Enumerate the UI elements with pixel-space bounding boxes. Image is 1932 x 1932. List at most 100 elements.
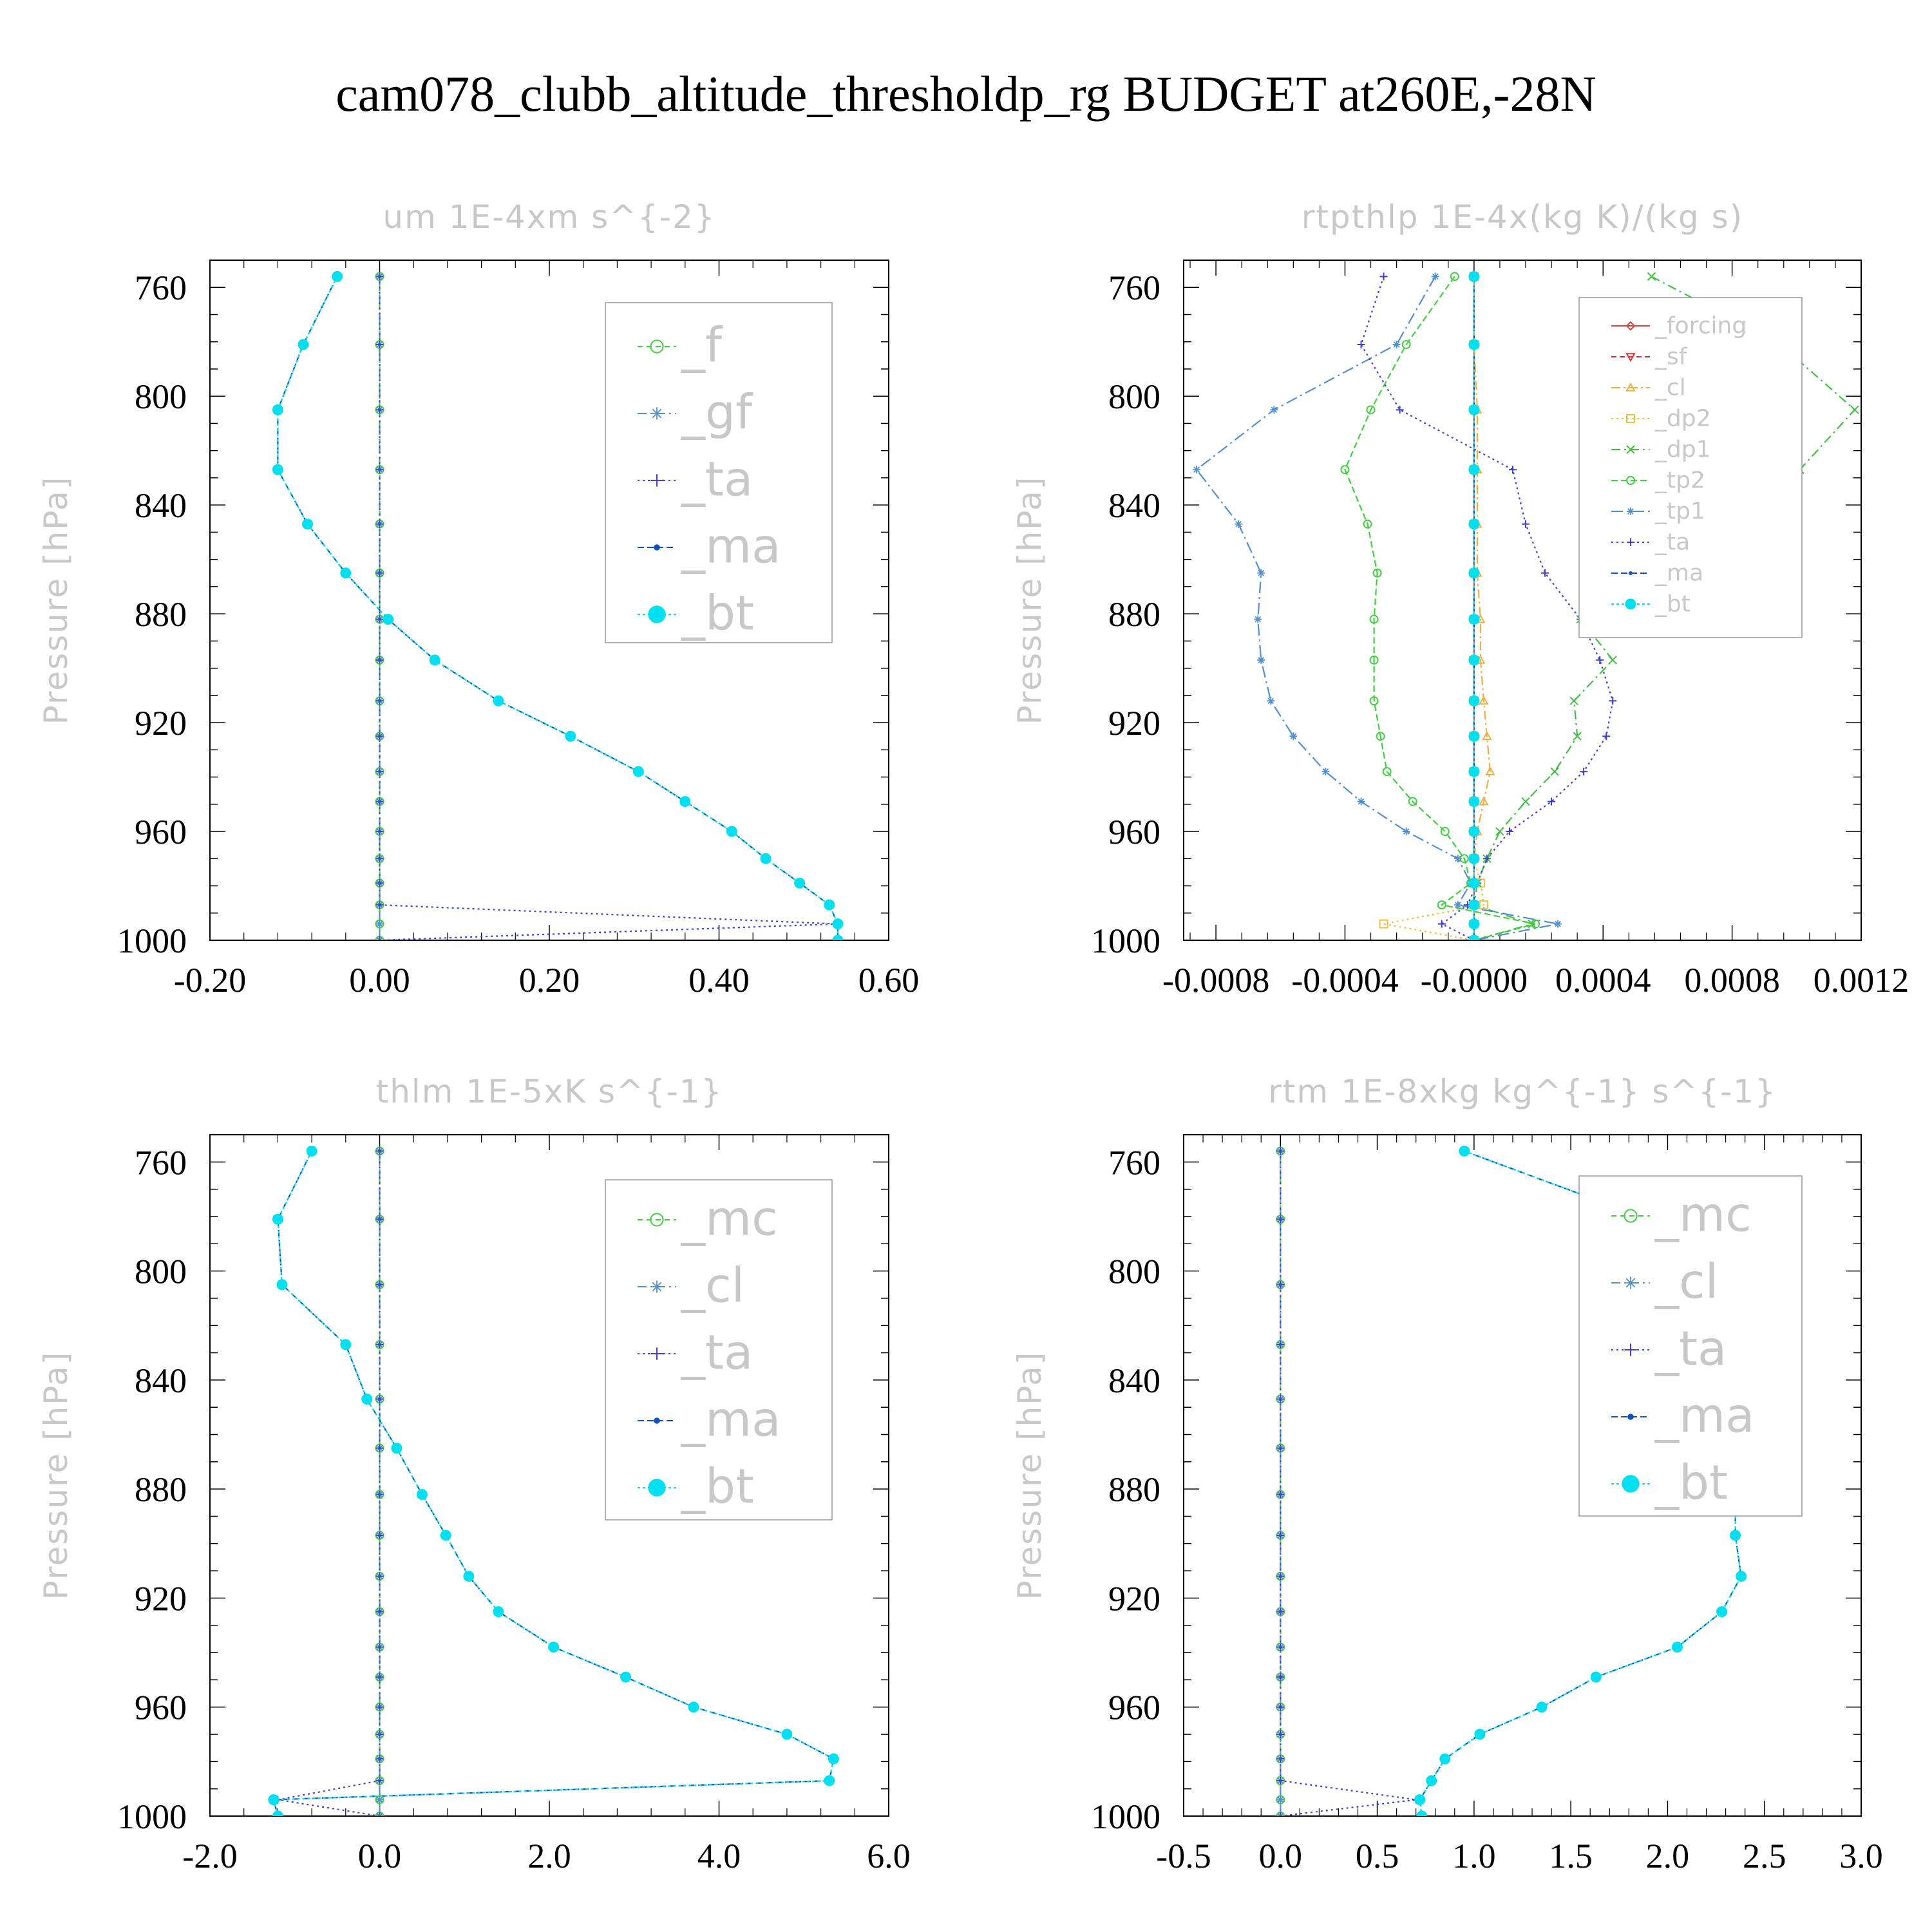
x-tick-label: 3.0 bbox=[1839, 1837, 1883, 1875]
y-tick-label: 840 bbox=[135, 486, 187, 525]
legend-label: _ma bbox=[681, 519, 781, 574]
legend-label: _bt bbox=[681, 1459, 754, 1515]
data-point-tp2 bbox=[1401, 339, 1411, 349]
data-point-cl bbox=[1482, 731, 1492, 740]
x-tick-label: 1.0 bbox=[1452, 1837, 1496, 1875]
data-point-bt bbox=[832, 934, 844, 940]
y-tick-label: 960 bbox=[1108, 1689, 1160, 1727]
data-point-tp1 bbox=[1267, 697, 1275, 705]
data-point-bt bbox=[429, 654, 440, 666]
data-point-tp2 bbox=[1369, 655, 1379, 665]
data-point-ta bbox=[375, 615, 384, 623]
chart-panels: um 1E-4xm s^{-2} Pressure [hPa] 760 800 840 8… bbox=[37, 198, 1909, 1875]
data-point-ta bbox=[375, 1703, 384, 1711]
series-line-dp2 bbox=[1383, 276, 1485, 940]
data-point-bt bbox=[1439, 1753, 1451, 1765]
data-point-dp1 bbox=[1573, 732, 1582, 741]
data-point-ta bbox=[375, 768, 384, 776]
y-tick-label: 960 bbox=[135, 813, 187, 851]
y-tick-label: 920 bbox=[1108, 1579, 1160, 1618]
data-point-tp1 bbox=[1193, 466, 1201, 474]
series-line-cl bbox=[1473, 276, 1492, 940]
panel-title: rtpthlp 1E-4x(kg K)/(kg s) bbox=[1302, 198, 1743, 236]
data-point-bt bbox=[828, 1753, 839, 1765]
data-point-bt bbox=[824, 899, 835, 911]
legend-marker bbox=[1627, 1414, 1634, 1420]
series-line-ta bbox=[1360, 276, 1614, 940]
data-point-bt bbox=[1468, 730, 1480, 742]
data-point-tp1 bbox=[1454, 855, 1462, 863]
chart-panel-2: rtpthlp 1E-4x(kg K)/(kg s) Pressure [hPa]… bbox=[1011, 198, 1909, 999]
data-point-ta bbox=[375, 340, 384, 348]
data-point-tp2 bbox=[1437, 900, 1446, 910]
legend-item: _tp1 bbox=[1611, 498, 1705, 525]
legend-marker bbox=[648, 605, 666, 623]
data-point-ta bbox=[1276, 1280, 1285, 1289]
series-line-tp1 bbox=[1195, 276, 1558, 940]
series-group bbox=[268, 1145, 839, 1816]
y-tick-label: 1000 bbox=[117, 922, 187, 960]
legend-label: _bt bbox=[1654, 591, 1690, 618]
legend-item: _mc bbox=[638, 1191, 778, 1247]
panel-title: thlm 1E-5xK s^{-1} bbox=[376, 1073, 723, 1110]
legend-marker bbox=[654, 544, 660, 551]
data-point-tp1 bbox=[1402, 828, 1410, 836]
legend-item: _ta bbox=[1611, 529, 1690, 556]
legend: _mc _cl _ta _ma _bt bbox=[605, 1179, 833, 1520]
x-tick-label: 0.00 bbox=[349, 961, 410, 999]
data-point-bt bbox=[1590, 1671, 1602, 1683]
y-axis-label: Pressure [hPa] bbox=[37, 1351, 75, 1600]
data-point-bt bbox=[1468, 567, 1480, 579]
data-point-dp1 bbox=[1569, 696, 1578, 705]
legend-marker bbox=[650, 1213, 664, 1227]
y-tick-label: 880 bbox=[135, 1470, 187, 1509]
legend-label: _ma bbox=[681, 1392, 781, 1448]
y-tick-label: 1000 bbox=[1091, 1797, 1160, 1836]
data-point-ta bbox=[1276, 1215, 1285, 1224]
data-point-ta bbox=[1437, 920, 1446, 928]
legend-marker bbox=[1626, 445, 1635, 454]
data-point-gf bbox=[375, 920, 384, 928]
data-point-bt bbox=[463, 1571, 475, 1582]
data-point-tp2 bbox=[1408, 797, 1417, 806]
data-point-ta bbox=[1602, 732, 1611, 741]
x-tick-label: 0.0004 bbox=[1555, 961, 1651, 999]
data-point-ta bbox=[1508, 466, 1517, 474]
data-point-tp2 bbox=[1369, 614, 1379, 624]
data-point-ta bbox=[1580, 768, 1588, 776]
data-point-ta bbox=[375, 1147, 384, 1155]
data-point-dp1 bbox=[1608, 656, 1617, 665]
legend-item: _f bbox=[638, 318, 723, 374]
panel-title: um 1E-4xm s^{-2} bbox=[383, 198, 715, 236]
data-point-ta bbox=[375, 1812, 384, 1816]
data-point-bt bbox=[493, 695, 504, 706]
data-point-ta bbox=[1276, 1673, 1285, 1681]
y-tick-label: 800 bbox=[1108, 377, 1160, 416]
data-point-bt bbox=[781, 1728, 793, 1740]
legend-item: _ma bbox=[1611, 560, 1703, 587]
data-point-bt bbox=[1474, 1728, 1486, 1740]
x-tick-label: -2.0 bbox=[182, 1837, 237, 1875]
data-point-bt bbox=[493, 1606, 504, 1618]
legend-marker bbox=[1624, 1343, 1637, 1356]
y-tick-label: 760 bbox=[1108, 1143, 1160, 1182]
data-point-bt bbox=[824, 1775, 835, 1786]
panel-title: rtm 1E-8xkg kg^{-1} s^{-1} bbox=[1268, 1073, 1777, 1110]
legend-item: _ta bbox=[638, 452, 753, 507]
data-point-bt bbox=[679, 796, 691, 808]
data-point-bt bbox=[361, 1394, 373, 1405]
legend-label: _mc bbox=[681, 1191, 778, 1247]
data-point-ta bbox=[375, 1340, 384, 1349]
y-axis-label: Pressure [hPa] bbox=[37, 476, 75, 725]
data-point-ta bbox=[375, 1215, 384, 1224]
legend-label: _sf bbox=[1654, 344, 1688, 370]
data-point-tp1 bbox=[1321, 768, 1330, 776]
data-point-tp2 bbox=[1340, 465, 1350, 475]
y-tick-label: 840 bbox=[1108, 1361, 1160, 1400]
data-point-ta bbox=[1276, 1755, 1285, 1763]
data-point-ta bbox=[1548, 797, 1556, 806]
legend-label: _bt bbox=[1654, 1455, 1728, 1511]
legend-marker bbox=[650, 407, 663, 420]
legend-marker bbox=[650, 474, 663, 487]
